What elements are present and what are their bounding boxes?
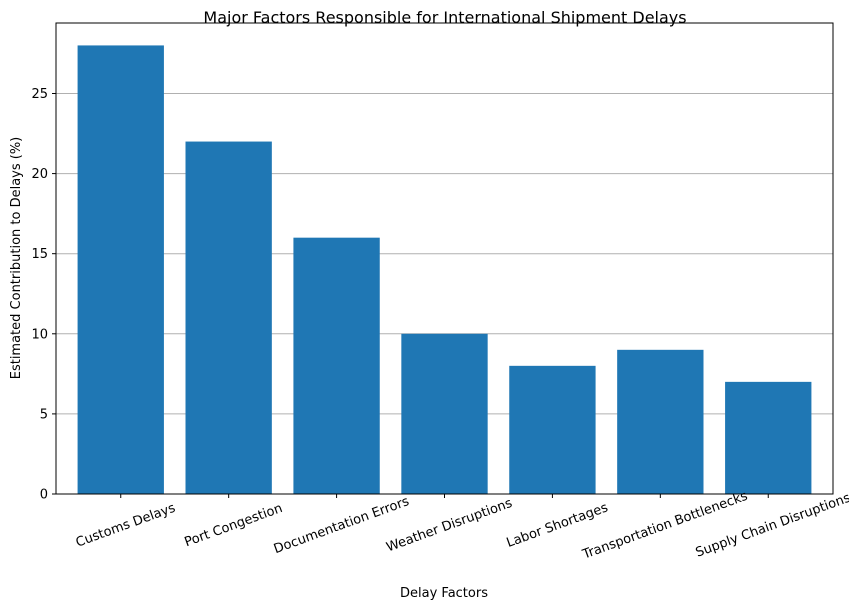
y-tick-label: 10 [31,327,48,342]
bars [77,45,812,495]
y-tick-label: 20 [31,167,48,182]
y-tick-label: 15 [31,247,48,262]
bar [401,333,488,494]
y-axis: 0 5 10 15 20 25 [31,87,56,503]
y-tick-label: 5 [40,407,48,422]
bar [185,141,272,494]
bar [77,45,164,495]
y-axis-label: Estimated Contribution to Delays (%) [9,137,24,380]
bar [725,381,812,494]
bar [293,237,380,494]
x-tick-label: Customs Delays [74,501,178,551]
bar [509,365,596,494]
x-tick-label: Port Congestion [183,501,285,550]
y-tick-label: 25 [31,87,48,102]
x-tick-label: Transportation Bottlenecks [580,489,750,563]
x-axis-label: Delay Factors [400,586,488,601]
bar [617,349,704,494]
y-tick-label: 0 [40,488,48,503]
x-axis: Customs Delays Port CongestionDocumentati… [74,489,849,563]
chart-title: Major Factors Responsible for Internatio… [203,8,686,27]
